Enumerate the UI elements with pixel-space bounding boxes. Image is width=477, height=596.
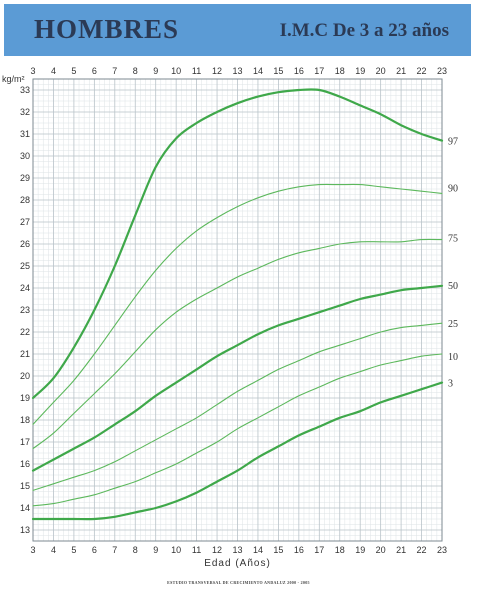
x-tick-label: 18: [335, 66, 345, 76]
percentile-curve-p97: [31, 88, 444, 400]
y-tick-label: 31: [20, 129, 30, 139]
percentile-label-p10: 10: [448, 352, 458, 363]
percentile-label-p3: 3: [448, 379, 453, 390]
y-tick-label: 19: [20, 393, 30, 403]
y-tick-label: 26: [20, 239, 30, 249]
x-tick-label: 9: [153, 66, 158, 76]
x-tick-label: 23: [437, 545, 447, 555]
x-tick-label: 17: [314, 545, 324, 555]
x-tick-label: 11: [192, 66, 201, 76]
x-tick-label: 21: [396, 66, 406, 76]
x-tick-label: 10: [171, 545, 181, 555]
y-tick-label: 16: [20, 459, 30, 469]
x-tick-label: 18: [335, 545, 345, 555]
percentile-curve-p50: [31, 284, 444, 472]
y-tick-label: 13: [20, 525, 30, 535]
y-tick-label: 15: [20, 481, 30, 491]
percentile-label-p97: 97: [448, 137, 458, 148]
x-tick-label: 11: [192, 545, 201, 555]
percentile-curve-p10: [32, 353, 443, 507]
percentile-labels: 97 90 75 50 25 10 3: [448, 137, 458, 390]
x-tick-label: 3: [30, 66, 35, 76]
x-tick-label: 6: [92, 545, 97, 555]
x-tick-label: 19: [355, 66, 365, 76]
y-tick-label: 29: [20, 173, 30, 183]
percentile-curve-p25: [32, 322, 443, 491]
percentile-label-p75: 75: [448, 234, 458, 245]
x-tick-label: 12: [212, 545, 222, 555]
x-tick-label: 4: [51, 66, 56, 76]
percentile-label-p25: 25: [448, 319, 458, 330]
y-tick-label: 24: [20, 283, 30, 293]
x-tick-label: 22: [417, 545, 427, 555]
chart-subtitle: I.M.C De 3 a 23 años: [279, 20, 449, 41]
x-tick-label: 13: [232, 545, 242, 555]
x-tick-label: 7: [112, 66, 117, 76]
x-tick-label: 12: [212, 66, 222, 76]
y-tick-label: 22: [20, 327, 30, 337]
x-tick-label: 7: [112, 545, 117, 555]
x-tick-label: 16: [294, 545, 304, 555]
percentile-curves: [31, 88, 444, 521]
x-tick-label: 21: [396, 545, 406, 555]
x-tick-label: 8: [133, 545, 138, 555]
x-tick-label: 15: [273, 545, 283, 555]
chart-header: HOMBRES I.M.C De 3 a 23 años: [4, 4, 471, 56]
y-tick-label: 21: [20, 349, 30, 359]
percentile-curve-p3: [31, 381, 444, 521]
y-tick-label: 17: [20, 437, 30, 447]
x-tick-label: 4: [51, 545, 56, 555]
x-tick-label: 23: [437, 66, 447, 76]
percentile-label-p90: 90: [448, 183, 458, 194]
y-tick-label: 20: [20, 371, 30, 381]
y-axis-label: kg/m²: [2, 74, 25, 84]
y-tick-label: 25: [20, 261, 30, 271]
y-tick-label: 23: [20, 305, 30, 315]
x-tick-label: 9: [153, 545, 158, 555]
source-footer: ESTUDIO TRANSVERSAL DE CRECIMIENTO ANDAL…: [167, 580, 310, 585]
y-tick-label: 30: [20, 151, 30, 161]
x-tick-label: 19: [355, 545, 365, 555]
x-tick-label: 10: [171, 66, 181, 76]
x-tick-label: 14: [253, 545, 263, 555]
y-tick-label: 18: [20, 415, 30, 425]
x-tick-label: 16: [294, 66, 304, 76]
x-tick-label: 13: [232, 66, 242, 76]
x-tick-labels-top: 3 4 5 6 7 8 9 10 11 12 13 14 15 16 17 18 19 20 21 22 23: [30, 66, 447, 76]
x-tick-label: 22: [417, 66, 427, 76]
y-tick-label: 33: [20, 85, 30, 95]
y-tick-label: 28: [20, 195, 30, 205]
x-tick-label: 6: [92, 66, 97, 76]
x-tick-label: 3: [30, 545, 35, 555]
x-axis-label: Edad (Años): [204, 558, 271, 569]
x-tick-label: 20: [376, 545, 386, 555]
y-tick-label: 32: [20, 107, 30, 117]
percentile-label-p50: 50: [448, 281, 458, 292]
x-tick-label: 14: [253, 66, 263, 76]
x-tick-label: 17: [314, 66, 324, 76]
y-tick-labels: 13 14 15 16 17 18 19 20 21 22 23 24 25 26 27 28 29 30 31 32…: [20, 85, 30, 535]
x-tick-label: 20: [376, 66, 386, 76]
x-tick-label: 8: [133, 66, 138, 76]
y-tick-label: 14: [20, 503, 30, 513]
percentile-curve-p90: [32, 183, 443, 425]
plot-frame: [32, 78, 443, 542]
x-tick-label: 5: [71, 66, 76, 76]
percentile-curve-p75: [32, 238, 443, 450]
y-tick-label: 27: [20, 217, 30, 227]
x-tick-label: 15: [273, 66, 283, 76]
chart-title: HOMBRES: [34, 14, 180, 44]
x-tick-labels-bottom: 3 4 5 6 7 8 9 10 11 12 13 14 15 16 17 18 19 20 21 22 23: [30, 545, 447, 555]
x-tick-label: 5: [71, 545, 76, 555]
